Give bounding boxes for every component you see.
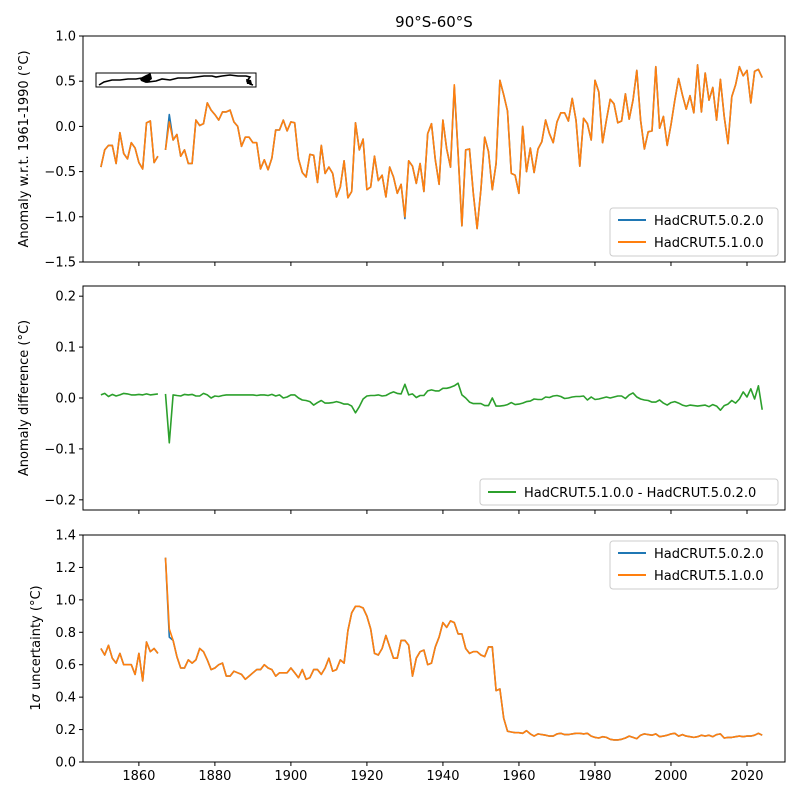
x-tick-label: 1940 — [426, 769, 459, 784]
y-tick-label: 0.1 — [55, 341, 76, 356]
x-tick-label: 1960 — [502, 769, 535, 784]
chart-title: 90°S-60°S — [395, 13, 473, 31]
x-tick-label: 1880 — [198, 769, 231, 784]
legend-label-v5020: HadCRUT.5.0.2.0 — [654, 547, 764, 562]
x-tick-label: 1900 — [274, 769, 307, 784]
panel-difference: 0.2 0.1 0.0 −0.1 −0.2 — [44, 285, 786, 514]
ylabel-uncertainty: 1σ uncertainty (°C) — [29, 585, 44, 710]
x-tick-label: 2000 — [654, 769, 687, 784]
axes-frame — [82, 35, 786, 263]
series-line-hadcrut-5-1-0-0 — [164, 64, 763, 230]
x-tick-label: 1920 — [350, 769, 383, 784]
y-tick-label: 1.0 — [55, 593, 76, 608]
y-tick-label: 0.2 — [55, 290, 76, 305]
y-tick-label: 0.4 — [55, 691, 76, 706]
x-tick-label: 1860 — [122, 769, 155, 784]
series-line-hadcrut-5-1-0-0 — [164, 557, 763, 741]
y-tick-label: 0.8 — [55, 626, 76, 641]
series-line-hadcrut-5-1-0-0-hadcrut-5-0-2-0 — [164, 382, 763, 444]
legend-uncertainty: HadCRUT.5.0.2.0 HadCRUT.5.1.0.0 — [609, 540, 779, 590]
series-line-hadcrut-5-1-0-0 — [100, 120, 159, 170]
x-tick-label: 1980 — [578, 769, 611, 784]
ylabel-difference: Anomaly difference (°C) — [17, 320, 32, 476]
axes-frame — [82, 534, 786, 763]
legend-anomaly: HadCRUT.5.0.2.0 HadCRUT.5.1.0.0 — [609, 207, 779, 257]
legend-label-v5100: HadCRUT.5.1.0.0 — [654, 236, 764, 251]
y-tick-label: −0.5 — [44, 165, 76, 180]
y-tick-label: −1.5 — [44, 256, 76, 271]
y-tick-label: −1.0 — [44, 210, 76, 225]
y-tick-label: 1.2 — [55, 561, 76, 576]
y-tick-label: 1.4 — [55, 529, 76, 544]
panel-uncertainty: 1.4 1.2 1.0 0.8 0.6 0.4 0.2 0.0 1860 1880 1900 1920… — [55, 529, 786, 784]
panel-anomaly: 1.0 0.5 0.0 −0.5 −1.0 −1.5 — [44, 30, 786, 271]
y-tick-label: −0.2 — [44, 493, 76, 508]
y-tick-label: 0.0 — [55, 392, 76, 407]
ylabel-anomaly: Anomaly w.r.t. 1961-1990 (°C) — [17, 50, 32, 247]
ylabel-sigma: σ — [29, 693, 44, 702]
legend-label-v5020: HadCRUT.5.0.2.0 — [654, 214, 764, 229]
y-tick-label: 0.6 — [55, 658, 76, 673]
legend-label-diff: HadCRUT.5.1.0.0 - HadCRUT.5.0.2.0 — [524, 486, 756, 501]
x-tick-label: 2020 — [730, 769, 763, 784]
legend-label-v5100: HadCRUT.5.1.0.0 — [654, 569, 764, 584]
legend-difference: HadCRUT.5.1.0.0 - HadCRUT.5.0.2.0 — [479, 478, 779, 506]
y-tick-label: 0.2 — [55, 723, 76, 738]
y-tick-label: 0.0 — [55, 756, 76, 771]
y-tick-label: 0.0 — [55, 120, 76, 135]
series-line-hadcrut-5-1-0-0 — [100, 641, 159, 682]
inset-region-map — [95, 72, 257, 88]
ylabel-prefix: 1 — [29, 702, 44, 710]
y-tick-label: 1.0 — [55, 30, 76, 45]
y-tick-label: 0.5 — [55, 75, 76, 90]
y-tick-label: −0.1 — [44, 442, 76, 457]
ylabel-suffix: uncertainty (°C) — [29, 585, 44, 694]
series-line-hadcrut-5-1-0-0-hadcrut-5-0-2-0 — [100, 392, 159, 398]
